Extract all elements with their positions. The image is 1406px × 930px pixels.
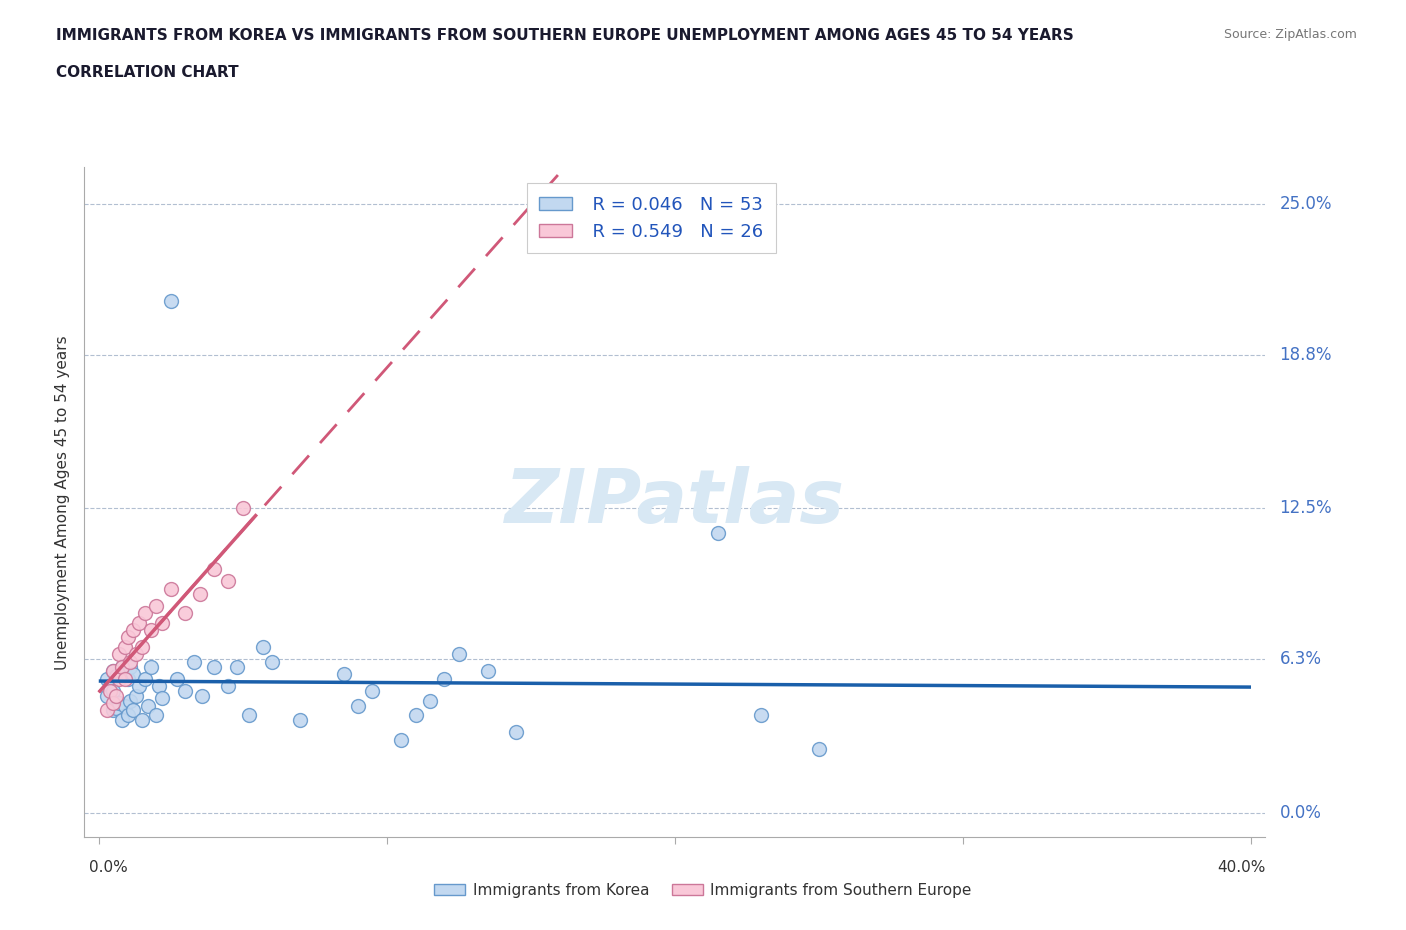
- Point: [101, 664, 124, 679]
- Point: [159, 294, 181, 309]
- Point: [128, 616, 150, 631]
- Point: [166, 671, 188, 686]
- Point: [226, 659, 249, 674]
- Point: [117, 708, 139, 723]
- Point: [125, 647, 148, 662]
- Point: [131, 640, 153, 655]
- Point: [139, 659, 162, 674]
- Point: [108, 696, 131, 711]
- Point: [131, 712, 153, 727]
- Point: [96, 703, 118, 718]
- Point: [111, 659, 134, 674]
- Point: [188, 586, 211, 601]
- Point: [125, 688, 148, 703]
- Text: 25.0%: 25.0%: [1279, 195, 1331, 213]
- Point: [105, 700, 128, 715]
- Point: [122, 703, 145, 718]
- Point: [101, 696, 124, 711]
- Text: 0.0%: 0.0%: [1279, 804, 1322, 821]
- Text: 40.0%: 40.0%: [1218, 860, 1265, 875]
- Point: [389, 732, 412, 747]
- Point: [96, 688, 118, 703]
- Point: [252, 640, 274, 655]
- Point: [347, 698, 370, 713]
- Text: IMMIGRANTS FROM KOREA VS IMMIGRANTS FROM SOUTHERN EUROPE UNEMPLOYMENT AMONG AGES: IMMIGRANTS FROM KOREA VS IMMIGRANTS FROM…: [56, 28, 1074, 43]
- Point: [707, 525, 730, 540]
- Point: [145, 708, 167, 723]
- Point: [260, 654, 283, 669]
- Point: [105, 688, 128, 703]
- Point: [98, 679, 121, 694]
- Text: ZIPatlas: ZIPatlas: [505, 466, 845, 538]
- Point: [145, 598, 167, 613]
- Point: [238, 708, 260, 723]
- Point: [96, 671, 118, 686]
- Legend: Immigrants from Korea, Immigrants from Southern Europe: Immigrants from Korea, Immigrants from S…: [429, 877, 977, 904]
- Point: [139, 622, 162, 637]
- Y-axis label: Unemployment Among Ages 45 to 54 years: Unemployment Among Ages 45 to 54 years: [55, 335, 70, 670]
- Point: [183, 654, 205, 669]
- Point: [202, 562, 225, 577]
- Point: [128, 679, 150, 694]
- Point: [232, 501, 254, 516]
- Point: [101, 684, 124, 698]
- Point: [202, 659, 225, 674]
- Point: [105, 669, 128, 684]
- Text: 12.5%: 12.5%: [1279, 499, 1333, 517]
- Point: [159, 581, 181, 596]
- Point: [405, 708, 427, 723]
- Point: [114, 667, 136, 682]
- Text: 6.3%: 6.3%: [1279, 650, 1322, 669]
- Text: CORRELATION CHART: CORRELATION CHART: [56, 65, 239, 80]
- Point: [114, 640, 136, 655]
- Point: [217, 679, 239, 694]
- Point: [117, 630, 139, 644]
- Point: [150, 616, 173, 631]
- Point: [807, 742, 830, 757]
- Legend:   R = 0.046   N = 53,   R = 0.549   N = 26: R = 0.046 N = 53, R = 0.549 N = 26: [527, 183, 776, 254]
- Point: [290, 712, 312, 727]
- Point: [117, 671, 139, 686]
- Point: [361, 684, 384, 698]
- Point: [191, 688, 214, 703]
- Point: [433, 671, 456, 686]
- Point: [101, 664, 124, 679]
- Point: [749, 708, 772, 723]
- Point: [332, 667, 354, 682]
- Text: 18.8%: 18.8%: [1279, 346, 1331, 364]
- Point: [120, 693, 142, 708]
- Point: [134, 605, 156, 620]
- Point: [419, 693, 441, 708]
- Point: [114, 698, 136, 713]
- Point: [174, 684, 197, 698]
- Point: [217, 574, 239, 589]
- Point: [174, 605, 197, 620]
- Point: [447, 647, 470, 662]
- Text: Source: ZipAtlas.com: Source: ZipAtlas.com: [1223, 28, 1357, 41]
- Point: [111, 712, 134, 727]
- Point: [114, 671, 136, 686]
- Point: [122, 622, 145, 637]
- Point: [120, 659, 142, 674]
- Point: [111, 659, 134, 674]
- Point: [108, 671, 131, 686]
- Point: [122, 667, 145, 682]
- Point: [136, 698, 159, 713]
- Point: [477, 664, 499, 679]
- Point: [101, 703, 124, 718]
- Point: [108, 647, 131, 662]
- Point: [134, 671, 156, 686]
- Point: [148, 679, 170, 694]
- Text: 0.0%: 0.0%: [89, 860, 128, 875]
- Point: [120, 654, 142, 669]
- Point: [150, 691, 173, 706]
- Point: [98, 684, 121, 698]
- Point: [505, 724, 527, 739]
